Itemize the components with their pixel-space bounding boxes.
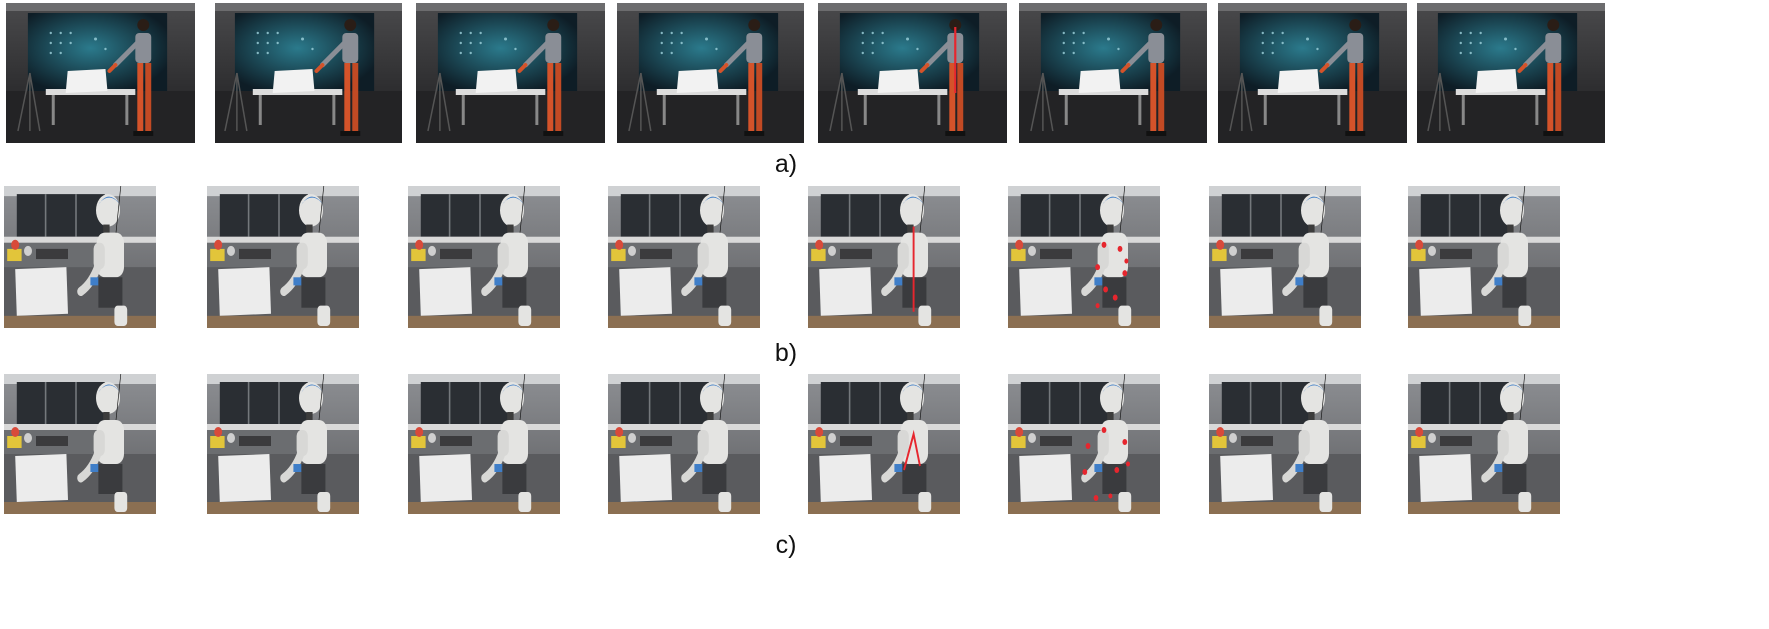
row-c: c) <box>0 0 1769 559</box>
frame-c-3 <box>408 374 560 514</box>
frame-c-1 <box>4 374 156 514</box>
row-b: b) <box>0 0 1769 367</box>
caption-b: b) <box>774 339 798 367</box>
frame-c-8 <box>1408 374 1560 514</box>
annotation-line <box>903 429 921 471</box>
frame-a-5 <box>818 3 1007 143</box>
caption-a: a) <box>774 150 798 178</box>
caption-c: c) <box>775 531 797 559</box>
frame-c-2 <box>207 374 359 514</box>
annotation-markers <box>1082 427 1130 501</box>
frame-c-6 <box>1008 374 1160 514</box>
frame-b-6 <box>1008 186 1160 328</box>
frame-c-4 <box>608 374 760 514</box>
frame-c-5 <box>808 374 960 514</box>
frame-c-7 <box>1209 374 1361 514</box>
frame-b-5 <box>808 186 960 328</box>
row-a: a) <box>0 0 1769 178</box>
annotation-markers <box>1095 241 1129 309</box>
